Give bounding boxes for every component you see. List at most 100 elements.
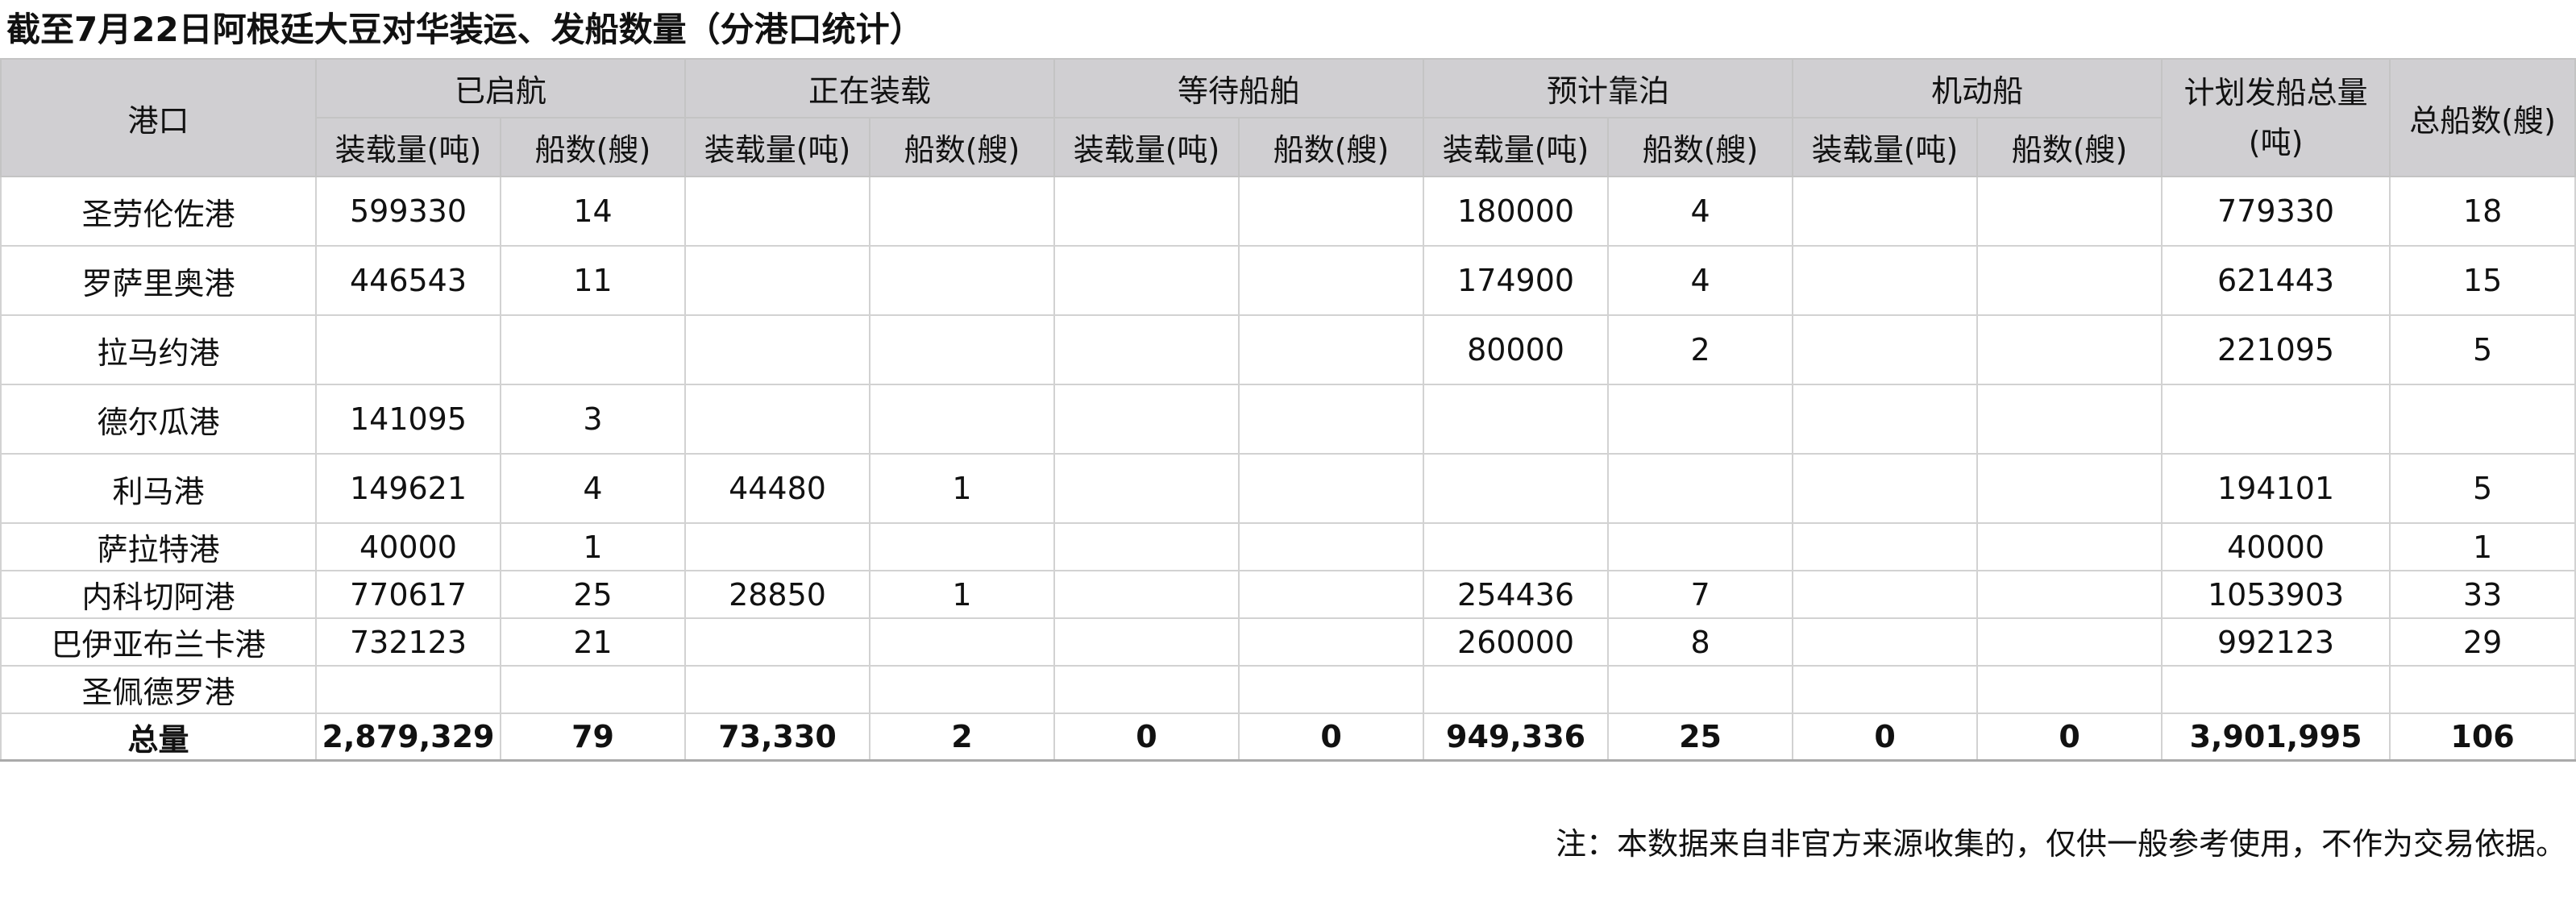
table-cell	[1976, 314, 2163, 385]
table-cell: 174900	[1423, 245, 1610, 316]
port-name: 内科切阿港	[0, 570, 317, 619]
table-cell: 1	[2389, 522, 2576, 571]
table-cell: 149621	[315, 453, 501, 524]
table-cell	[1792, 522, 1979, 571]
table-cell	[1238, 314, 1425, 385]
table-cell	[1238, 453, 1425, 524]
table-cell: 28850	[684, 570, 871, 619]
table-cell	[1976, 453, 2163, 524]
table-cell: 0	[1792, 713, 1979, 762]
table-cell	[1238, 384, 1425, 455]
table-row: 内科切阿港 770617 25 28850 1 254436 7 1053903 33	[0, 570, 2576, 619]
table-cell	[1976, 176, 2163, 247]
subheader-load: 装载量(吨)	[1053, 117, 1240, 177]
table-cell: 141095	[315, 384, 501, 455]
table-cell	[1238, 522, 1425, 571]
header-group-expected: 预计靠泊	[1423, 58, 1794, 118]
table-cell: 621443	[2161, 245, 2391, 316]
subheader-ships: 船数(艘)	[869, 117, 1056, 177]
table-cell: 4	[1607, 176, 1794, 247]
subheader-ships: 船数(艘)	[1976, 117, 2163, 177]
table-row: 圣劳伦佐港 599330 14 180000 4 779330 18	[0, 176, 2576, 247]
table-row: 德尔瓜港 141095 3	[0, 384, 2576, 455]
table-cell	[684, 314, 871, 385]
port-name: 巴伊亚布兰卡港	[0, 617, 317, 667]
subheader-load: 装载量(吨)	[684, 117, 871, 177]
table-row: 萨拉特港 40000 1 40000 1	[0, 522, 2576, 571]
subheader-load: 装载量(吨)	[315, 117, 501, 177]
table-row: 拉马约港 80000 2 221095 5	[0, 314, 2576, 385]
table-cell	[1976, 617, 2163, 667]
header-group-departed: 已启航	[314, 58, 687, 118]
port-name: 拉马约港	[0, 314, 317, 385]
table-cell: 260000	[1423, 617, 1610, 667]
table-cell	[2389, 665, 2576, 714]
table-cell	[1238, 617, 1425, 667]
table-cell	[315, 665, 501, 714]
table-cell	[1053, 617, 1240, 667]
table-cell	[1792, 314, 1979, 385]
table-cell	[684, 522, 871, 571]
page-title: 截至7月22日阿根廷大豆对华装运、发船数量（分港口统计）	[6, 10, 924, 49]
table-cell: 25	[499, 570, 687, 619]
table-cell	[869, 245, 1056, 316]
table-row: 罗萨里奥港 446543 11 174900 4 621443 15	[0, 245, 2576, 316]
disclaimer-note: 注：本数据来自非官方来源收集的，仅供一般参考使用，不作为交易依据。	[1555, 826, 2566, 862]
table-cell: 44480	[684, 453, 871, 524]
table-cell	[2161, 384, 2391, 455]
table-cell: 0	[1238, 713, 1425, 762]
table-cell	[1053, 384, 1240, 455]
table-cell: 0	[1976, 713, 2163, 762]
port-name: 德尔瓜港	[0, 384, 317, 455]
table-cell	[1053, 176, 1240, 247]
table-cell	[1976, 522, 2163, 571]
table-cell	[1423, 665, 1610, 714]
table-cell	[499, 314, 687, 385]
table-cell	[1976, 384, 2163, 455]
table-cell	[1053, 314, 1240, 385]
table-cell	[1238, 245, 1425, 316]
table-cell	[2161, 665, 2391, 714]
table-cell	[869, 176, 1056, 247]
table-cell: 11	[499, 245, 687, 316]
table-cell: 15	[2389, 245, 2576, 316]
table-cell	[1607, 665, 1794, 714]
table-cell: 446543	[315, 245, 501, 316]
table-cell: 80000	[1423, 314, 1610, 385]
table-cell	[1607, 384, 1794, 455]
table-cell: 40000	[315, 522, 501, 571]
table-cell	[684, 384, 871, 455]
table-cell	[1792, 665, 1979, 714]
subheader-ships: 船数(艘)	[1607, 117, 1794, 177]
table-cell	[684, 617, 871, 667]
table-cell: 1053903	[2161, 570, 2391, 619]
table-cell	[1423, 522, 1610, 571]
header-group-waiting: 等待船舶	[1053, 58, 1425, 118]
subheader-ships: 船数(艘)	[1238, 117, 1425, 177]
subheader-ships: 船数(艘)	[499, 117, 687, 177]
table-cell	[1792, 570, 1979, 619]
table-row: 圣佩德罗港	[0, 665, 2576, 714]
table-row: 巴伊亚布兰卡港 732123 21 260000 8 992123 29	[0, 617, 2576, 667]
table-cell: 599330	[315, 176, 501, 247]
table-cell	[1976, 665, 2163, 714]
table-cell	[1053, 522, 1240, 571]
table-cell: 1	[499, 522, 687, 571]
header-planned-total: 计划发船总量(吨)	[2161, 58, 2391, 177]
table-cell	[1053, 570, 1240, 619]
table-cell	[1792, 176, 1979, 247]
table-cell	[1976, 570, 2163, 619]
table-cell: 79	[499, 713, 687, 762]
table-cell	[1976, 245, 2163, 316]
table-cell	[684, 245, 871, 316]
table-cell	[1238, 176, 1425, 247]
table-cell	[1238, 665, 1425, 714]
table-cell: 254436	[1423, 570, 1610, 619]
table-cell	[1792, 617, 1979, 667]
table-cell	[684, 176, 871, 247]
table-cell: 5	[2389, 453, 2576, 524]
port-name: 总量	[0, 713, 317, 762]
table-cell	[315, 314, 501, 385]
table-cell: 3	[499, 384, 687, 455]
table-row: 利马港 149621 4 44480 1 194101 5	[0, 453, 2576, 524]
